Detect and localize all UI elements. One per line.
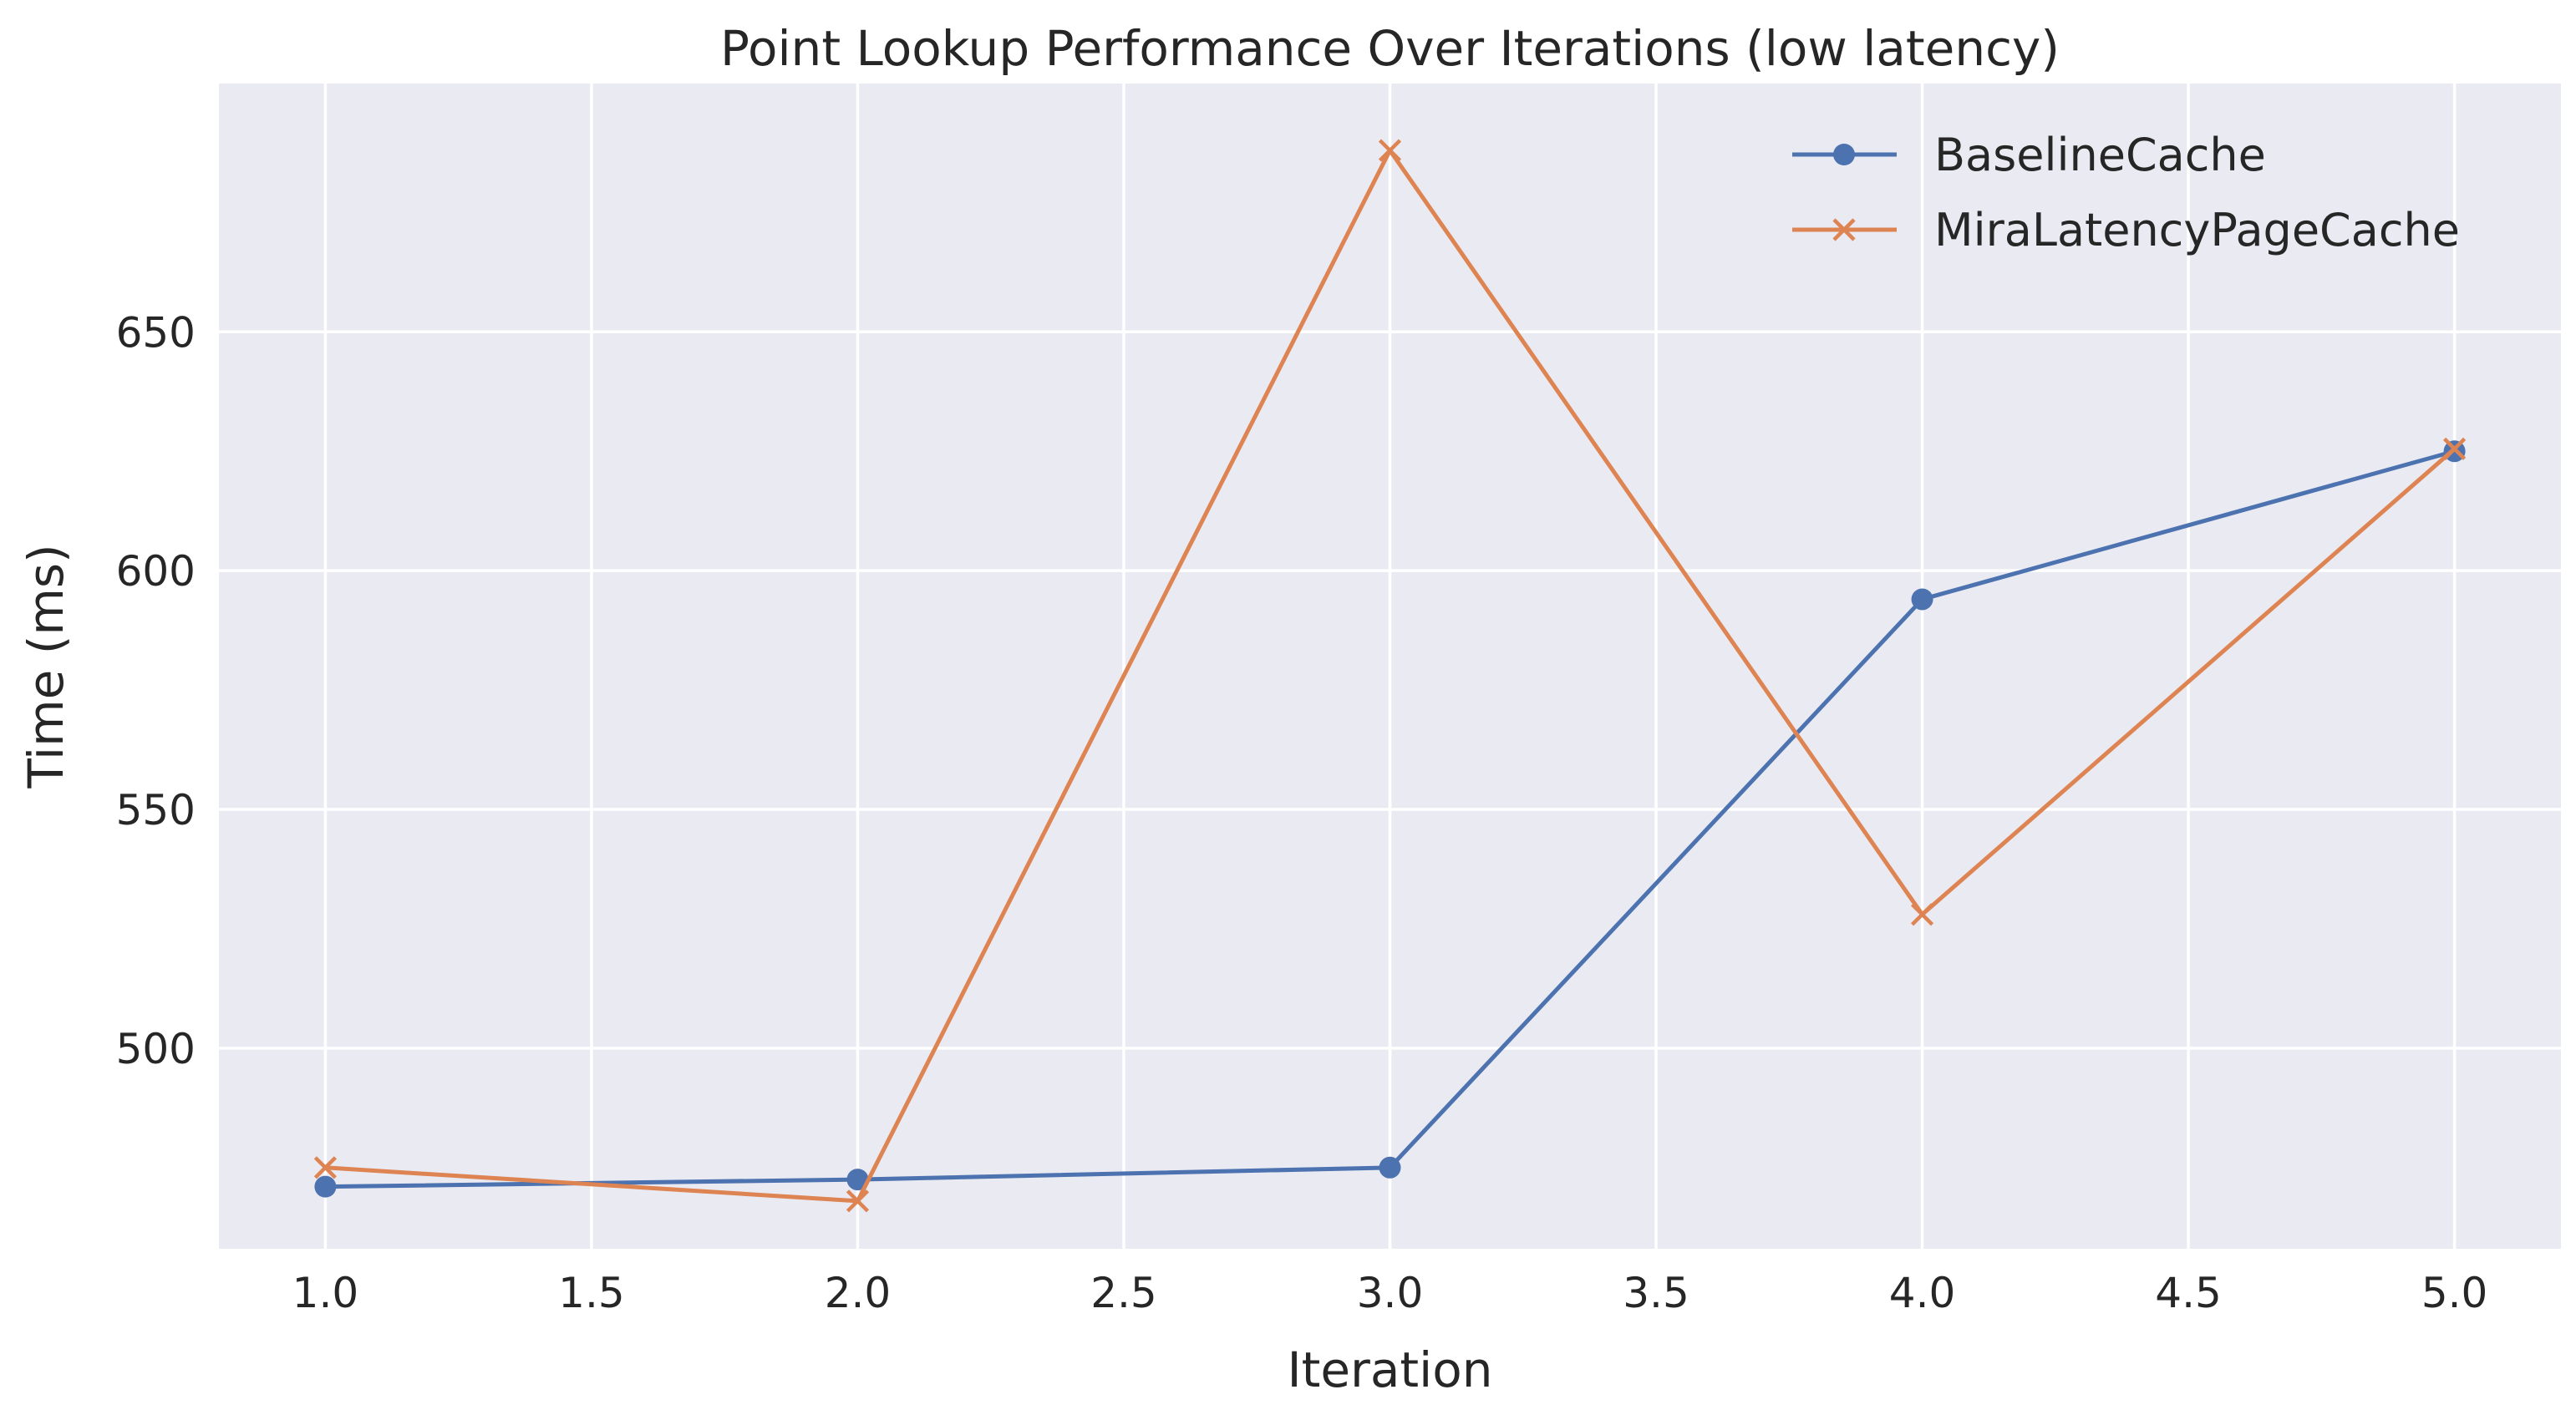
x-tick-label: 4.0: [1889, 1269, 1956, 1317]
data-point: [846, 1189, 870, 1213]
x-tick-label: 4.5: [2155, 1269, 2222, 1317]
x-tick-label: 3.5: [1623, 1269, 1689, 1317]
y-tick-label: 550: [116, 786, 196, 834]
data-point: [846, 1169, 869, 1191]
y-tick-label: 600: [116, 547, 196, 596]
x-tick-label: 3.0: [1357, 1269, 1424, 1317]
legend-label: BaselineCache: [1934, 129, 2266, 181]
x-axis-label: Iteration: [1287, 1341, 1492, 1398]
data-point: [2442, 437, 2467, 460]
legend-label: MiraLatencyPageCache: [1934, 204, 2460, 256]
y-tick-label: 500: [116, 1025, 196, 1073]
x-tick-label: 2.0: [825, 1269, 892, 1317]
series-layer: [313, 139, 2467, 1213]
chart-title: Point Lookup Performance Over Iterations…: [720, 20, 2060, 77]
data-point: [1911, 588, 1933, 611]
legend-item: MiraLatencyPageCache: [1792, 204, 2460, 256]
x-axis-ticks: 1.0 1.5 2.0 2.5 3.0 3.5 4.0 4.5 5.0: [292, 1269, 2488, 1317]
legend-item: BaselineCache: [1792, 129, 2266, 181]
x-tick-label: 1.0: [292, 1269, 359, 1317]
x-tick-label: 1.5: [558, 1269, 625, 1317]
y-axis-ticks: 500 550 600 650: [116, 308, 196, 1073]
data-point: [1379, 1156, 1401, 1179]
legend-marker: [1832, 218, 1856, 241]
data-point: [314, 1175, 337, 1198]
y-axis-label: Time (ms): [18, 544, 74, 789]
legend-marker: [1833, 144, 1855, 165]
x-tick-label: 2.5: [1090, 1269, 1157, 1317]
data-point: [1378, 139, 1402, 162]
y-tick-label: 650: [116, 308, 196, 357]
x-tick-label: 5.0: [2421, 1269, 2488, 1317]
series-MiraLatencyPageCache: [313, 139, 2467, 1213]
data-point: [313, 1156, 337, 1179]
legend: BaselineCache MiraLatencyPageCache: [1792, 129, 2460, 256]
data-point: [1910, 903, 1934, 926]
grid-lines: [219, 84, 2561, 1249]
